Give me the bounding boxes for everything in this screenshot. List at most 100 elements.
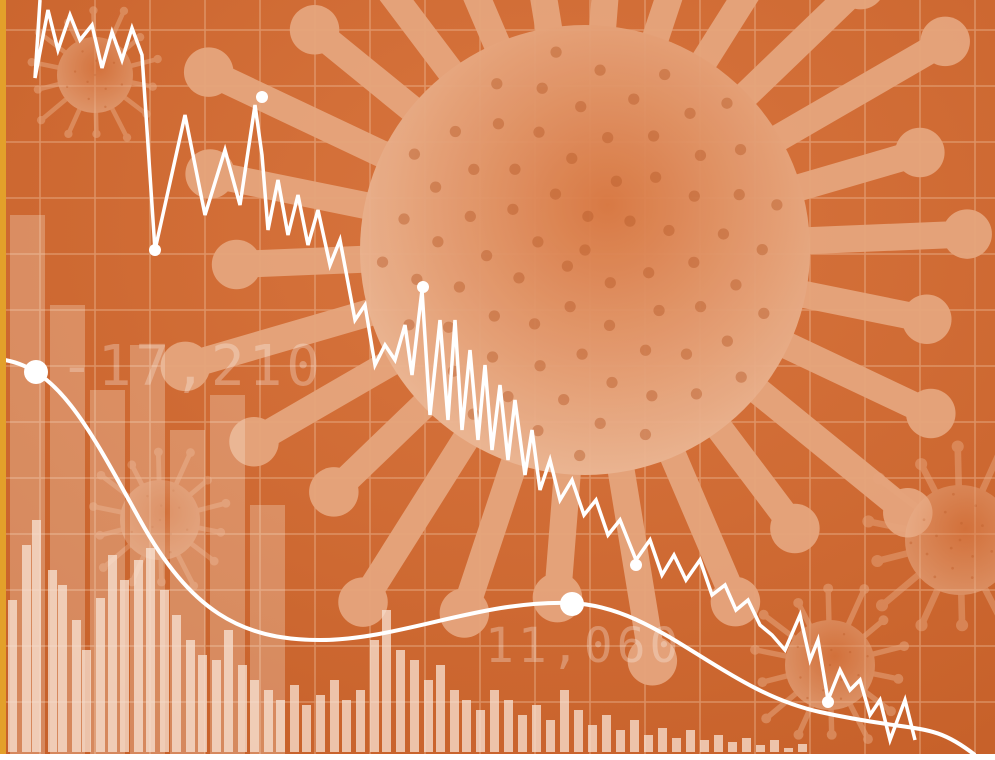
virus-texture-dot [169, 532, 172, 536]
bar-front [224, 630, 233, 752]
bar-front [476, 710, 485, 752]
virus-spike [38, 93, 73, 123]
virus-texture-dot [822, 689, 825, 692]
virus-spike-tip [793, 729, 804, 740]
virus-spike-tip [211, 239, 262, 290]
virus-texture-dot [130, 530, 133, 534]
virus-spike-tip [893, 673, 904, 684]
virus-spike-tip [761, 713, 772, 724]
virus-spike-tip [289, 5, 340, 55]
virus-spike-tip [36, 115, 46, 125]
bar-front [302, 705, 311, 752]
virus-texture-dot [575, 101, 587, 113]
bar-front [630, 720, 639, 752]
virus-texture-dot [550, 46, 562, 58]
virus-texture-dot [806, 696, 809, 700]
zigzag-point [149, 244, 161, 256]
virus-texture-dot [432, 236, 444, 248]
left-frame-edge [0, 0, 6, 760]
virus-spike-tip [229, 416, 279, 467]
virus-texture-dot [943, 510, 947, 514]
virus-spike [763, 686, 804, 722]
virus-spike-tip [88, 502, 98, 511]
virus-texture-dot [81, 50, 84, 53]
bar-front [160, 590, 169, 752]
virus-texture-dot [120, 83, 124, 86]
virus-texture-dot [376, 256, 389, 268]
virus-texture-dot [866, 655, 869, 658]
bar-front [146, 548, 155, 752]
virus-spike-tip [895, 127, 945, 178]
bar-front [700, 740, 709, 752]
virus-texture-dot [733, 189, 745, 201]
virus-texture-dot [734, 143, 747, 156]
virus-texture-dot [146, 494, 149, 498]
virus-texture-dot [532, 425, 544, 437]
virus-texture-dot [65, 85, 69, 88]
virus-spike-tip [216, 527, 226, 537]
virus-texture-dot [104, 105, 107, 109]
virus-spike-tip [439, 588, 490, 638]
virus-spike-tip [878, 615, 889, 626]
virus-spike-tip [862, 734, 873, 745]
bar-front [436, 665, 445, 752]
zigzag-point [256, 91, 268, 103]
virus-spike-tip [209, 556, 219, 566]
bar-front [560, 690, 569, 752]
bar-front [756, 745, 765, 752]
virus-texture-dot [594, 417, 606, 429]
virus-texture-dot [848, 650, 852, 654]
virus-texture-dot [951, 566, 954, 570]
virus-spike-tip [89, 6, 98, 15]
virus-texture-dot [582, 210, 594, 222]
virus-texture-dot [680, 348, 693, 360]
virus-spike [463, 0, 524, 88]
virus-texture-dot [558, 394, 570, 406]
virus-texture-dot [690, 388, 703, 400]
virus-texture-dot [549, 188, 562, 200]
virus-texture-dot [974, 504, 978, 508]
overlay-number-1: -17,210 [60, 334, 324, 399]
virus-texture-dot [606, 376, 618, 389]
virus-texture-dot [480, 250, 493, 262]
virus-texture-dot [533, 126, 545, 138]
bar-front [356, 690, 365, 752]
overlay-number-top: -17,210 [60, 334, 324, 399]
virus-spike [719, 357, 922, 527]
virus-texture-dot [486, 351, 499, 363]
virus-texture-dot [646, 390, 658, 402]
small-virus-icon [88, 447, 231, 591]
virus-spike [875, 475, 927, 516]
bar-front [172, 615, 181, 752]
virus-spike [760, 611, 803, 645]
virus-spike-tip [221, 498, 231, 508]
virus-body [905, 485, 995, 595]
virus-spike-tip [33, 85, 43, 94]
bar-front [546, 720, 555, 752]
bar-front [728, 742, 737, 752]
bar-front [250, 680, 259, 752]
virus-body [120, 480, 200, 560]
virus-spike [978, 578, 995, 616]
bar-front [120, 580, 129, 752]
bottom-frame-edge [0, 754, 995, 760]
virus-spike-tip [64, 129, 73, 139]
bar-front [330, 680, 339, 752]
virus-texture-dot [721, 335, 733, 347]
small-virus-icon [27, 6, 162, 142]
virus-texture-dot [492, 118, 505, 130]
virus-spike-tip [956, 619, 969, 632]
virus-texture-dot [509, 163, 521, 175]
overlay-number-bottom: 11,060 [485, 618, 682, 674]
bar-front [742, 738, 751, 752]
bar-front [276, 700, 285, 752]
virus-texture-dot [604, 277, 616, 289]
virus-texture-dot [429, 181, 442, 193]
virus-spike [878, 566, 928, 609]
virus-texture-dot [532, 236, 544, 248]
virus-spike-tip [127, 460, 137, 470]
virus-texture-dot [970, 576, 974, 579]
bar-front [370, 640, 379, 752]
